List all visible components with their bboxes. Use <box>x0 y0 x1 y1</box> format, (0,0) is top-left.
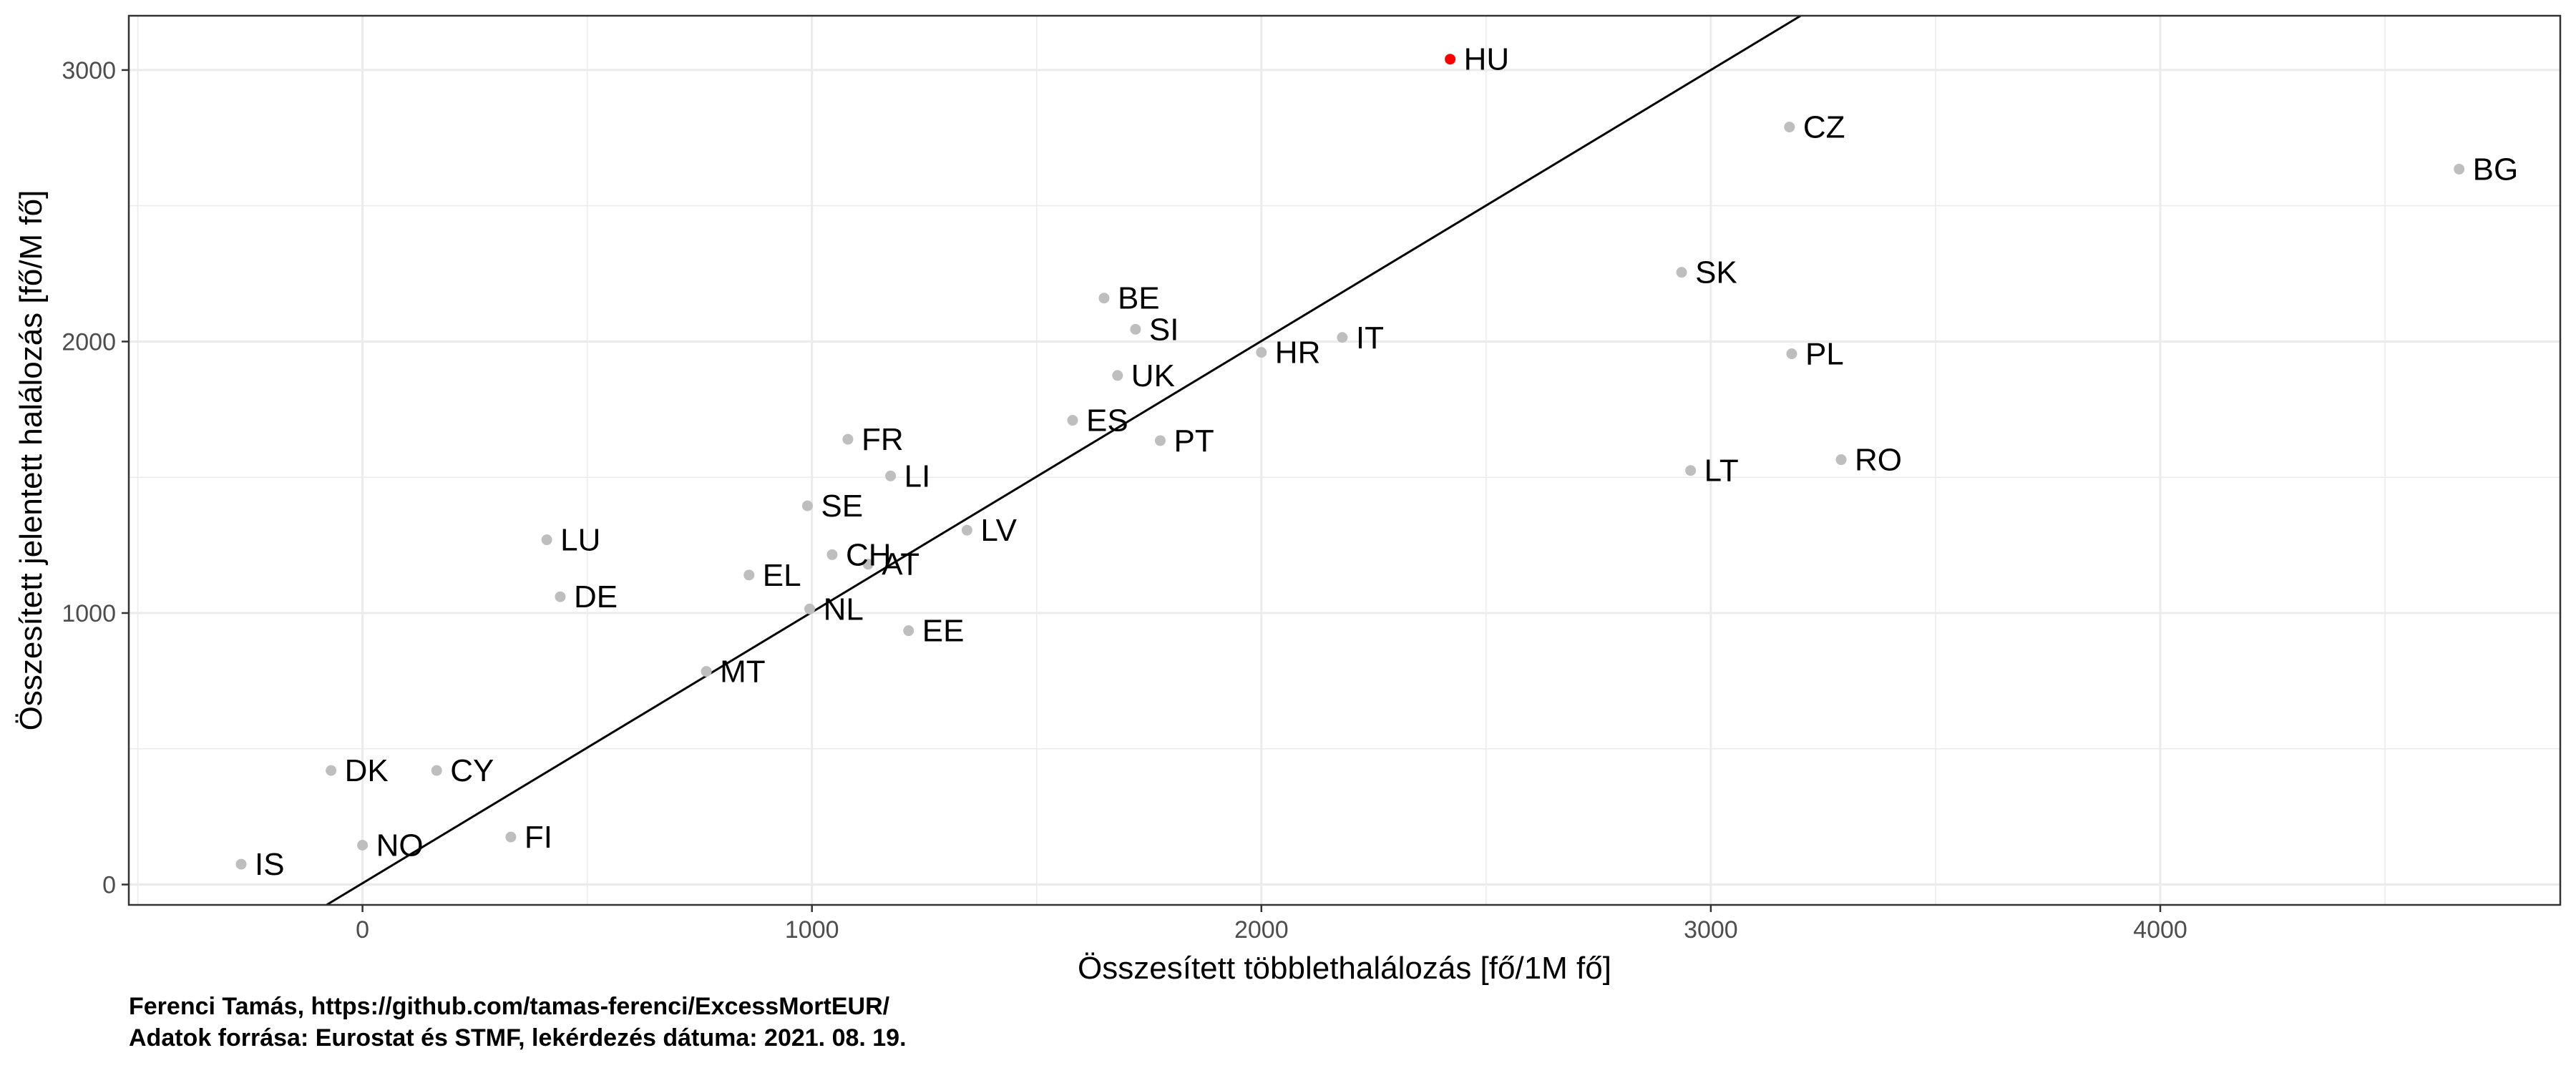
data-point-si <box>1130 323 1141 335</box>
data-point-sk <box>1676 267 1687 278</box>
data-point-is <box>235 858 247 870</box>
caption-author: Ferenci Tamás, https://github.com/tamas-… <box>129 993 890 1020</box>
points-layer <box>235 54 2465 870</box>
data-point-it <box>1337 332 1348 343</box>
regression-line-layer <box>326 14 1802 906</box>
point-label-is: IS <box>255 847 285 882</box>
point-label-se: SE <box>821 489 863 524</box>
point-label-nl: NL <box>824 592 864 627</box>
point-label-si: SI <box>1149 312 1179 347</box>
data-point-fi <box>505 831 517 843</box>
y-axis-title: Összesített jelentett halálozás [fő/M fő… <box>14 190 49 731</box>
data-point-ch <box>826 549 838 560</box>
point-label-lt: LT <box>1704 454 1739 489</box>
point-label-sk: SK <box>1695 255 1737 290</box>
y-axis-ticks: 0 1000 2000 3000 <box>62 57 129 899</box>
x-tick-label: 3000 <box>1684 916 1738 944</box>
point-label-it: IT <box>1356 320 1384 356</box>
data-point-se <box>801 500 813 511</box>
grid-minor <box>129 16 2560 905</box>
point-label-pl: PL <box>1805 337 1844 372</box>
point-label-cy: CY <box>450 753 494 788</box>
data-point-lu <box>541 534 552 546</box>
point-label-hr: HR <box>1275 335 1321 371</box>
point-label-fr: FR <box>862 422 904 457</box>
point-label-lu: LU <box>560 523 600 558</box>
data-point-uk <box>1112 370 1123 381</box>
point-label-de: DE <box>574 579 618 614</box>
point-label-cz: CZ <box>1803 110 1845 145</box>
y-tick-label: 0 <box>102 872 116 899</box>
point-label-ro: RO <box>1855 443 1902 478</box>
point-label-pt: PT <box>1174 423 1214 459</box>
caption-source: Adatok forrása: Eurostat és STMF, lekérd… <box>129 1024 907 1052</box>
regression-line <box>326 14 1802 906</box>
point-label-hu: HU <box>1464 42 1510 77</box>
point-label-uk: UK <box>1131 358 1175 393</box>
data-point-hu <box>1445 54 1456 65</box>
point-label-bg: BG <box>2473 152 2519 187</box>
point-label-lv: LV <box>980 513 1017 548</box>
data-point-bg <box>2454 163 2465 175</box>
data-point-hr <box>1256 347 1267 358</box>
x-axis-ticks: 0 1000 2000 3000 4000 <box>356 905 2187 944</box>
data-point-de <box>555 591 566 602</box>
data-point-pt <box>1154 435 1166 446</box>
x-tick-label: 4000 <box>2133 916 2187 944</box>
x-tick-label: 0 <box>356 916 369 944</box>
y-tick-label: 1000 <box>62 600 116 627</box>
data-point-li <box>885 470 897 481</box>
data-point-cz <box>1784 122 1795 133</box>
data-point-cy <box>431 765 442 776</box>
data-point-ee <box>903 625 914 637</box>
y-tick-label: 3000 <box>62 57 116 84</box>
data-point-ro <box>1835 454 1847 466</box>
y-tick-label: 2000 <box>62 328 116 356</box>
data-point-es <box>1067 415 1078 426</box>
point-label-mt: MT <box>720 655 766 690</box>
point-label-be: BE <box>1118 281 1160 316</box>
point-label-at: AT <box>882 547 919 582</box>
point-label-ch: CH <box>846 537 892 572</box>
data-point-at <box>862 559 874 570</box>
x-axis-title: Összesített többlethalálozás [fő/1M fő] <box>1078 951 1611 986</box>
x-tick-label: 1000 <box>785 916 839 944</box>
point-label-li: LI <box>904 459 931 494</box>
data-point-fr <box>842 433 854 445</box>
point-label-fi: FI <box>525 820 552 855</box>
data-point-el <box>743 569 755 581</box>
point-label-no: NO <box>376 828 424 863</box>
x-tick-label: 2000 <box>1234 916 1289 944</box>
data-point-dk <box>326 765 337 776</box>
data-point-lt <box>1685 465 1697 476</box>
point-label-el: EL <box>763 558 801 593</box>
point-label-dk: DK <box>345 753 389 788</box>
data-point-mt <box>701 666 712 677</box>
data-point-no <box>357 840 369 851</box>
point-label-ee: EE <box>922 614 965 649</box>
data-point-pl <box>1786 348 1797 360</box>
point-label-es: ES <box>1086 403 1128 438</box>
data-point-be <box>1098 293 1110 304</box>
data-point-lv <box>961 524 972 536</box>
plot-frame <box>127 14 2562 906</box>
data-point-nl <box>804 603 816 614</box>
